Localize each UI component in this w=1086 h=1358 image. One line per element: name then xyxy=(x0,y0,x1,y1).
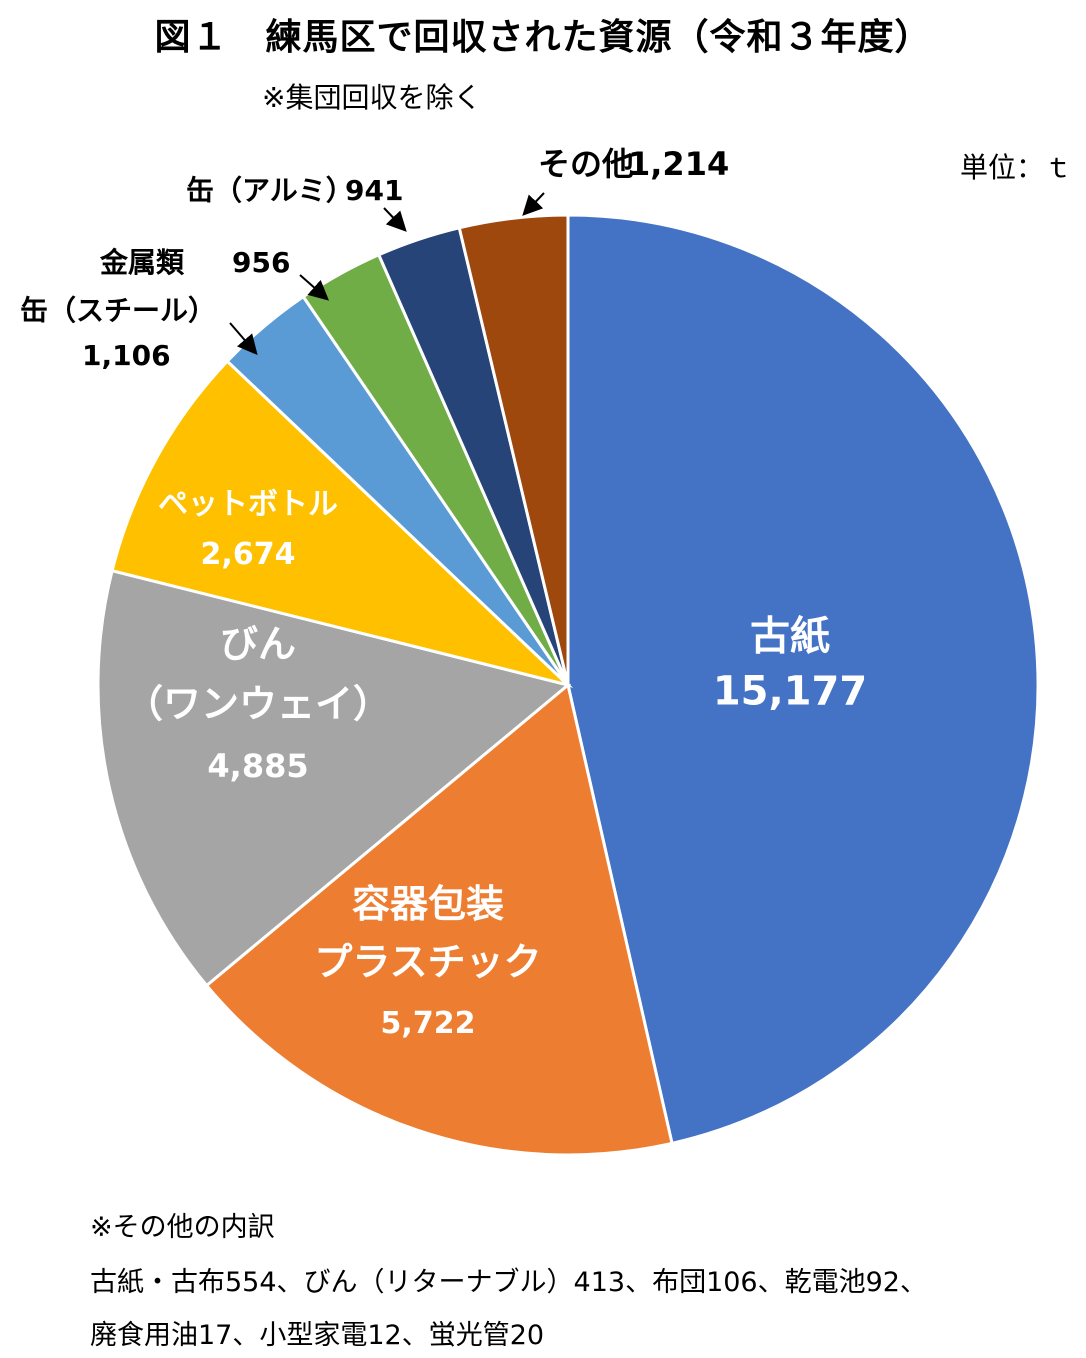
leader-arrow-7 xyxy=(383,207,407,232)
slice-category-label-2: プラスチック xyxy=(314,940,541,984)
slice-category-label-6: 金属類 xyxy=(99,246,185,279)
pie-slice-8 xyxy=(457,213,570,686)
slice-value-label-4: 2,674 xyxy=(201,537,296,572)
slice-category-label-2: 容器包装 xyxy=(352,882,504,926)
slice-value-label-7: 941 xyxy=(345,174,403,207)
slice-value-label-1: 15,177 xyxy=(713,669,867,715)
pie-slice-1 xyxy=(566,213,1040,1146)
slice-category-label-7: 缶（アルミ） xyxy=(186,174,354,207)
pie-slice-2 xyxy=(204,682,674,1157)
leader-arrow-8 xyxy=(522,192,545,216)
slice-category-label-3: （ワンウェイ） xyxy=(125,682,391,726)
slice-category-label-1: 古紙 xyxy=(750,614,830,660)
slice-value-label-8: 1,214 xyxy=(628,145,729,183)
slice-value-label-6: 956 xyxy=(232,246,290,279)
leader-arrow-5 xyxy=(229,322,258,356)
chart-subtitle: ※集団回収を除く xyxy=(262,81,482,114)
slice-value-label-2: 5,722 xyxy=(381,1006,476,1041)
slice-category-label-3: びん xyxy=(220,622,296,666)
slice-category-label-8: その他 xyxy=(538,145,634,183)
unit-label: 単位：ｔ xyxy=(960,151,1073,184)
slice-category-label-5: 缶（スチール） xyxy=(20,294,216,327)
pie-slice-3 xyxy=(96,568,572,988)
other-breakdown-line-1: 古紙・古布554、びん（リターナブル）413、布団106、乾電池92、 xyxy=(90,1267,927,1298)
slice-value-label-3: 4,885 xyxy=(207,747,308,785)
leader-arrow-6 xyxy=(299,274,329,301)
chart-title: 図１ 練馬区で回収された資源（令和３年度） xyxy=(154,17,932,58)
other-breakdown-line-2: 廃食用油17、小型家電12、蛍光管20 xyxy=(90,1320,545,1351)
slice-category-label-4: ペットボトル xyxy=(158,487,338,522)
slice-value-label-5: 1,106 xyxy=(82,339,171,372)
other-breakdown-heading: ※その他の内訳 xyxy=(90,1212,275,1243)
pie-slice-4 xyxy=(110,359,574,688)
